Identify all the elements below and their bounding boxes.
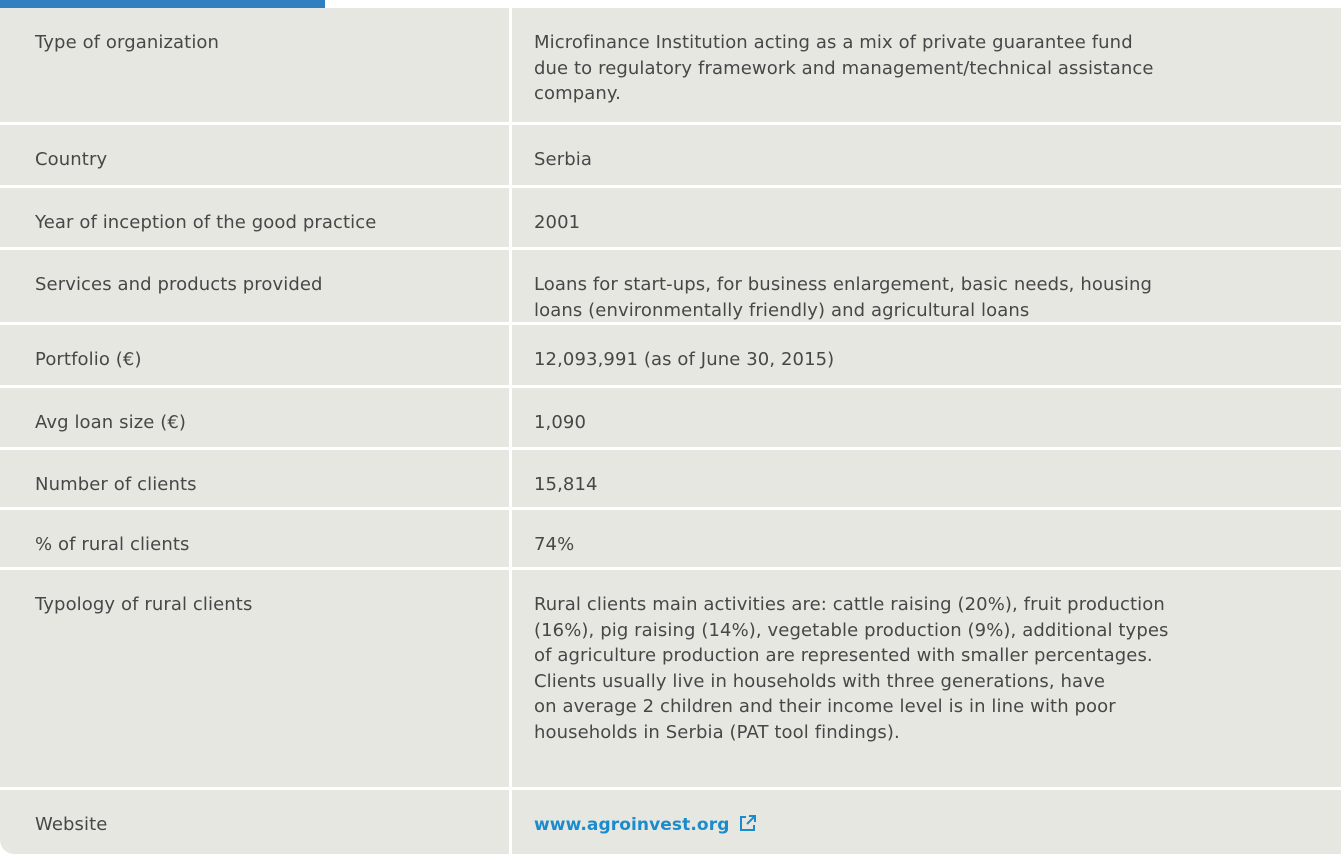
value-line: 12,093,991 (as of June 30, 2015) xyxy=(534,349,835,370)
value-line: 74% xyxy=(534,534,575,555)
accent-bar xyxy=(0,0,325,8)
row-label: % of rural clients xyxy=(0,510,512,567)
table-row: Website www.agroinvest.org xyxy=(0,790,1341,854)
row-value: 1,090 xyxy=(512,388,1341,447)
table-row: Country Serbia xyxy=(0,125,1341,188)
row-label: Services and products provided xyxy=(0,250,512,322)
value-line: Serbia xyxy=(534,149,592,170)
table-row: Avg loan size (€) 1,090 xyxy=(0,388,1341,450)
value-line: 1,090 xyxy=(534,412,587,433)
table-row: Number of clients 15,814 xyxy=(0,450,1341,510)
value-line: Loans for start-ups, for business enlarg… xyxy=(534,274,1153,295)
value-line: Microfinance Institution acting as a mix… xyxy=(534,32,1133,53)
value-line: 15,814 xyxy=(534,474,598,495)
row-label: Type of organization xyxy=(0,8,512,122)
table-row: % of rural clients 74% xyxy=(0,510,1341,570)
value-line: (16%), pig raising (14%), vegetable prod… xyxy=(534,619,1169,641)
row-value: Loans for start-ups, for business enlarg… xyxy=(512,250,1341,322)
row-value: www.agroinvest.org xyxy=(512,790,1341,854)
row-value: 12,093,991 (as of June 30, 2015) xyxy=(512,325,1341,385)
table-row: Type of organization Microfinance Institu… xyxy=(0,8,1341,125)
external-link-icon xyxy=(740,815,757,831)
info-table: Type of organization Microfinance Institu… xyxy=(0,8,1341,854)
row-label: Portfolio (€) xyxy=(0,325,512,385)
table-row: Typology of rural clients Rural clients m… xyxy=(0,570,1341,790)
row-label: Year of inception of the good practice xyxy=(0,188,512,247)
value-line: due to regulatory framework and manageme… xyxy=(534,57,1154,79)
website-link[interactable]: www.agroinvest.org xyxy=(534,815,730,835)
row-value: 74% xyxy=(512,510,1341,567)
row-label: Avg loan size (€) xyxy=(0,388,512,447)
value-line: of agriculture production are represente… xyxy=(534,645,1153,667)
value-line: loans (environmentally friendly) and agr… xyxy=(534,299,1030,321)
row-label: Website xyxy=(0,790,512,854)
value-line: Rural clients main activities are: cattl… xyxy=(534,594,1165,615)
value-line: Clients usually live in households with … xyxy=(534,670,1106,692)
table-row: Year of inception of the good practice 20… xyxy=(0,188,1341,250)
value-line: company. xyxy=(534,83,621,105)
row-value: 2001 xyxy=(512,188,1341,247)
row-label: Country xyxy=(0,125,512,185)
row-value: Serbia xyxy=(512,125,1341,185)
row-label: Number of clients xyxy=(0,450,512,507)
value-line: households in Serbia (PAT tool findings)… xyxy=(534,721,900,743)
row-value: Rural clients main activities are: cattl… xyxy=(512,570,1341,787)
row-label: Typology of rural clients xyxy=(0,570,512,787)
table-row: Services and products provided Loans for … xyxy=(0,250,1341,325)
row-value: 15,814 xyxy=(512,450,1341,507)
value-line: on average 2 children and their income l… xyxy=(534,696,1116,718)
row-value: Microfinance Institution acting as a mix… xyxy=(512,8,1341,122)
value-line: 2001 xyxy=(534,212,581,233)
table-row: Portfolio (€) 12,093,991 (as of June 30, … xyxy=(0,325,1341,388)
